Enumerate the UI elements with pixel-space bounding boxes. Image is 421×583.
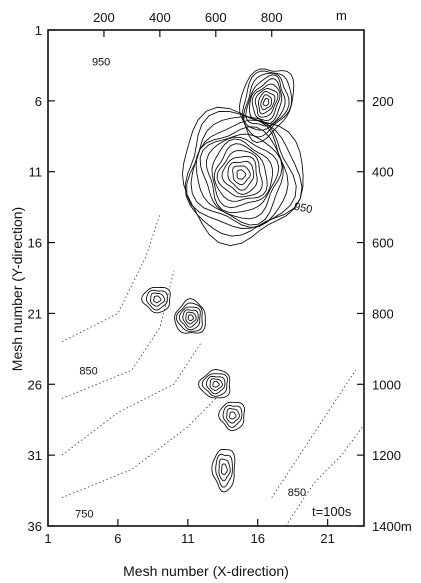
- top-axis-unit: m: [336, 8, 347, 23]
- contour-line: [187, 314, 194, 321]
- contour-line: [175, 302, 203, 332]
- contour-line: [201, 373, 228, 397]
- y-tick-label: 26: [28, 377, 42, 392]
- plot-border: [47, 29, 365, 527]
- contour-line: [227, 160, 255, 191]
- contour-line: [198, 369, 231, 399]
- contour-line: [254, 88, 279, 118]
- right-tick-label: 1000: [372, 377, 401, 392]
- y-tick-label: 31: [28, 448, 42, 463]
- contour-line: [205, 375, 226, 395]
- contour-line: [205, 136, 280, 214]
- contour-line: [182, 309, 199, 328]
- contour-group-peak-bottom: [211, 448, 236, 493]
- contour-group-peak-lower-a: [198, 369, 231, 399]
- contour-line: [145, 289, 168, 311]
- contour-line: [243, 72, 290, 131]
- contour-value-label: 850: [79, 365, 97, 377]
- contour-line: [141, 286, 171, 314]
- contour-line: [242, 70, 293, 138]
- y-tick-label: 11: [29, 165, 43, 180]
- top-tick-label: 600: [205, 10, 227, 25]
- contour-line: [218, 458, 231, 482]
- y-axis-label: Mesh number (Y-direction): [9, 207, 25, 371]
- y-tick-label: 6: [35, 94, 42, 109]
- contour-group-peak-left: [141, 286, 171, 314]
- contour-line: [220, 463, 228, 476]
- right-tick-label: 400: [372, 165, 394, 180]
- background-contour: [61, 214, 161, 343]
- contour-value-label: 950: [92, 56, 110, 68]
- x-tick-label: 1: [44, 531, 51, 546]
- time-annotation: t=100s: [312, 504, 352, 519]
- contour-line: [178, 306, 201, 331]
- contour-group-peak-mid: [174, 298, 206, 334]
- contour-line: [185, 311, 197, 325]
- top-tick-label: 800: [261, 10, 283, 25]
- right-tick-label: 1200: [372, 448, 401, 463]
- right-tick-label: 200: [372, 94, 394, 109]
- contour-line: [182, 106, 304, 247]
- contour-line: [150, 292, 166, 307]
- right-tick-label: 600: [372, 236, 394, 251]
- contour-line: [215, 453, 233, 488]
- contour-line: [249, 78, 283, 125]
- contour-line: [221, 155, 258, 195]
- background-contour: [61, 398, 217, 499]
- x-tick-label: 16: [251, 531, 265, 546]
- contour-lines: [61, 68, 363, 527]
- plot-frame: [47, 29, 365, 527]
- contour-line: [195, 126, 284, 226]
- contour-line: [260, 94, 272, 111]
- contour-line: [153, 295, 162, 303]
- contour-line: [239, 68, 295, 143]
- contour-line: [211, 138, 273, 209]
- y-tick-label: 16: [28, 236, 42, 251]
- contour-line: [211, 448, 236, 493]
- y-tick-label: 21: [28, 306, 42, 321]
- contour-line: [236, 169, 247, 180]
- contour-group-peak-lower-b: [218, 401, 245, 432]
- x-axis-label: Mesh number (X-direction): [123, 563, 289, 579]
- contour-line: [251, 83, 281, 122]
- top-tick-label: 400: [149, 10, 171, 25]
- background-contour: [271, 369, 356, 498]
- contour-line: [226, 408, 240, 424]
- background-contour: [61, 270, 175, 399]
- right-tick-label: 800: [372, 306, 394, 321]
- top-tick-label: 200: [93, 10, 115, 25]
- contour-group-upper-plume: [239, 68, 295, 143]
- background-contour: [61, 341, 203, 456]
- contour-value-label: 950: [293, 201, 313, 217]
- contour-line: [174, 298, 206, 334]
- tick-marks: [47, 29, 364, 527]
- contour-line: [245, 74, 286, 127]
- right-tick-label: 1400m: [372, 519, 412, 534]
- contour-line: [218, 401, 245, 432]
- contour-line: [212, 380, 220, 388]
- contour-line: [229, 411, 237, 420]
- y-tick-label: 36: [28, 519, 42, 534]
- x-tick-label: 11: [181, 531, 195, 546]
- x-tick-label: 21: [320, 531, 334, 546]
- contour-line: [216, 150, 263, 198]
- contour-value-label: 850: [288, 487, 306, 499]
- contour-line: [213, 143, 268, 202]
- contour-line: [209, 378, 223, 391]
- contour-line: [262, 98, 270, 107]
- background-contour: [285, 426, 363, 527]
- contour-value-label: 750: [75, 508, 93, 520]
- y-tick-label: 1: [35, 23, 42, 38]
- contour-line: [258, 90, 276, 115]
- contour-line: [232, 165, 251, 186]
- x-tick-label: 6: [114, 531, 121, 546]
- contour-line: [222, 404, 243, 428]
